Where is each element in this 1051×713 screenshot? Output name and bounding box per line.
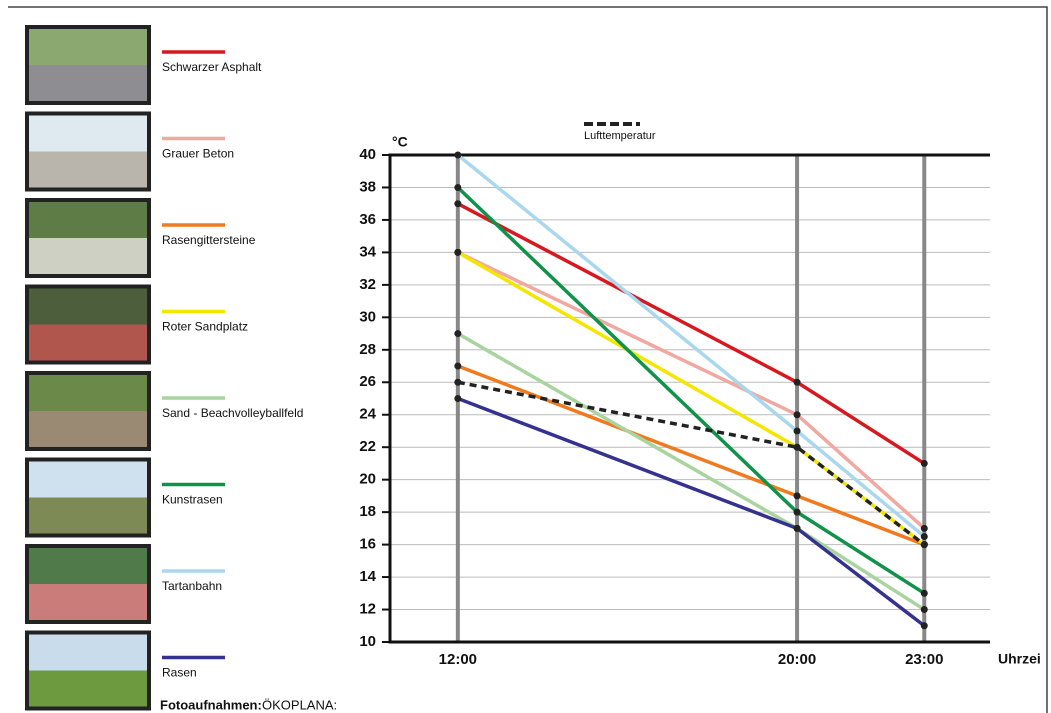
data-point bbox=[793, 508, 801, 516]
x-axis-label: Uhrzei bbox=[998, 651, 1041, 667]
data-point bbox=[920, 532, 928, 540]
data-point bbox=[793, 492, 801, 500]
data-point bbox=[793, 411, 801, 419]
data-point bbox=[920, 524, 928, 532]
data-point bbox=[920, 541, 928, 549]
data-point bbox=[454, 200, 462, 208]
y-tick-label: 12 bbox=[359, 601, 376, 618]
x-tick-label: 20:00 bbox=[778, 651, 816, 668]
y-tick-label: 22 bbox=[359, 438, 376, 455]
photo-sky bbox=[29, 375, 147, 411]
data-point bbox=[454, 248, 462, 256]
data-point bbox=[793, 524, 801, 532]
data-point bbox=[920, 589, 928, 597]
y-tick-label: 26 bbox=[359, 373, 376, 390]
y-axis-label: °C bbox=[392, 134, 408, 150]
data-point bbox=[454, 330, 462, 338]
legend-label: Sand - Beachvolleyballfeld bbox=[162, 406, 303, 420]
y-tick-label: 32 bbox=[359, 276, 376, 293]
data-point bbox=[454, 151, 462, 159]
y-tick-label: 28 bbox=[359, 341, 376, 358]
data-point bbox=[920, 622, 928, 630]
legend-label: Roter Sandplatz bbox=[162, 320, 248, 334]
legend-label: Grauer Beton bbox=[162, 147, 234, 161]
y-tick-label: 30 bbox=[359, 308, 376, 325]
data-point bbox=[920, 459, 928, 467]
photo-ground bbox=[29, 670, 147, 707]
data-point bbox=[793, 443, 801, 451]
y-tick-label: 40 bbox=[359, 146, 376, 163]
legend-label: Rasen bbox=[162, 666, 197, 680]
footer-source: ÖKOPLANA: bbox=[262, 697, 337, 712]
data-point bbox=[454, 183, 462, 191]
photo-ground bbox=[29, 151, 147, 188]
legend-label: Tartanbahn bbox=[162, 579, 222, 593]
photo-ground bbox=[29, 497, 147, 534]
y-tick-label: 10 bbox=[359, 633, 376, 650]
photo-sky bbox=[29, 634, 147, 671]
y-tick-label: 14 bbox=[359, 568, 376, 585]
data-point bbox=[454, 362, 462, 370]
frame bbox=[8, 6, 1048, 713]
photo-sky bbox=[29, 29, 147, 65]
y-tick-label: 38 bbox=[359, 178, 376, 195]
data-point bbox=[793, 427, 801, 435]
y-tick-label: 36 bbox=[359, 211, 376, 228]
legend-label: Kunstrasen bbox=[162, 493, 223, 507]
photo-sky bbox=[29, 288, 147, 325]
footer-label: Fotoaufnahmen: bbox=[160, 697, 262, 712]
photo-ground bbox=[29, 65, 147, 101]
photo-ground bbox=[29, 238, 147, 274]
legend-label: Schwarzer Asphalt bbox=[162, 60, 262, 74]
photo-ground bbox=[29, 324, 147, 361]
photo-sky bbox=[29, 202, 147, 238]
photo-sky bbox=[29, 548, 147, 584]
plot-frame bbox=[388, 153, 990, 644]
data-point bbox=[454, 395, 462, 402]
data-point bbox=[920, 606, 928, 614]
y-tick-label: 18 bbox=[359, 503, 376, 520]
photo-sky bbox=[29, 461, 147, 498]
data-point bbox=[793, 378, 801, 386]
y-tick-label: 24 bbox=[359, 406, 376, 423]
photo-ground bbox=[29, 584, 147, 620]
y-tick-label: 16 bbox=[359, 536, 376, 553]
photo-sky bbox=[29, 115, 147, 152]
legend-label: Rasengittersteine bbox=[162, 233, 256, 247]
x-tick-label: 23:00 bbox=[905, 651, 943, 668]
legend-label: Lufttemperatur bbox=[584, 130, 656, 142]
y-tick-label: 34 bbox=[359, 243, 376, 260]
y-tick-label: 20 bbox=[359, 471, 376, 488]
photo-ground bbox=[29, 411, 147, 447]
photos bbox=[25, 25, 151, 711]
data-point bbox=[454, 378, 462, 386]
x-tick-label: 12:00 bbox=[439, 651, 477, 668]
